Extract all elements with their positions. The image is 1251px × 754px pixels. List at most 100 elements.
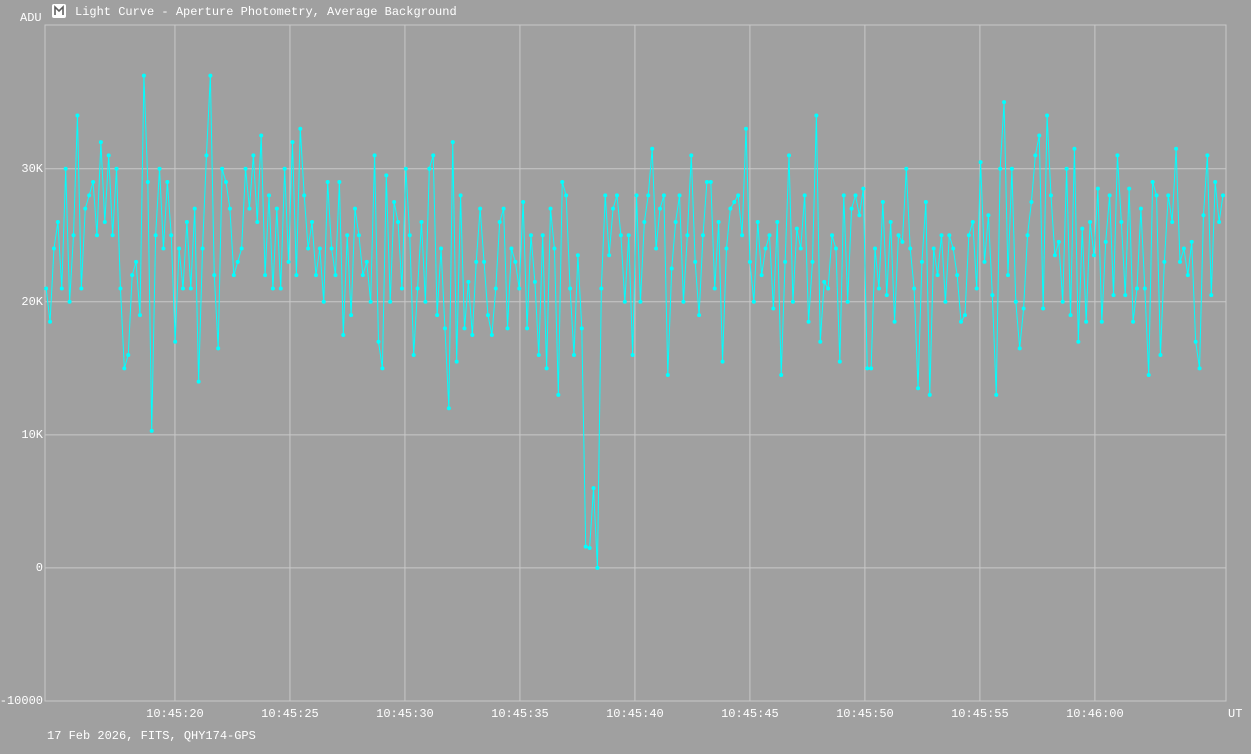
chart-title: Light Curve - Aperture Photometry, Avera… xyxy=(75,5,457,19)
data-point xyxy=(704,180,709,185)
data-point xyxy=(180,286,185,291)
data-point xyxy=(614,193,619,198)
data-point xyxy=(337,180,342,185)
data-point xyxy=(407,233,412,238)
data-point xyxy=(353,206,358,211)
data-point xyxy=(607,253,612,258)
data-point xyxy=(826,286,831,291)
data-point xyxy=(462,326,467,331)
data-point xyxy=(364,259,369,264)
data-point xyxy=(865,366,870,371)
data-point xyxy=(1197,366,1202,371)
data-point xyxy=(1119,219,1124,224)
y-axis-label: ADU xyxy=(20,11,42,25)
data-point xyxy=(779,372,784,377)
data-point xyxy=(900,239,905,244)
data-point xyxy=(83,206,88,211)
data-point xyxy=(87,193,92,198)
data-point xyxy=(935,273,940,278)
data-point xyxy=(1181,246,1186,251)
footer: 17 Feb 2026, FITS, QHY174-GPS xyxy=(47,729,256,743)
data-point xyxy=(1021,306,1026,311)
data-point xyxy=(1091,253,1096,258)
data-point xyxy=(470,333,475,338)
data-point xyxy=(200,246,205,251)
data-point xyxy=(67,299,72,304)
data-point xyxy=(403,166,408,171)
data-point xyxy=(888,219,893,224)
data-point xyxy=(716,219,721,224)
data-point xyxy=(333,273,338,278)
data-point xyxy=(212,273,217,278)
data-point xyxy=(1033,153,1038,158)
data-point xyxy=(356,233,361,238)
data-point xyxy=(341,333,346,338)
data-point xyxy=(630,353,635,358)
data-point xyxy=(661,193,666,198)
data-point xyxy=(751,299,756,304)
data-point xyxy=(720,359,725,364)
data-point xyxy=(857,213,862,218)
data-point xyxy=(1052,253,1057,258)
data-point xyxy=(106,153,111,158)
data-point xyxy=(916,386,921,391)
data-point xyxy=(642,219,647,224)
data-point xyxy=(1068,313,1073,318)
data-point xyxy=(450,140,455,145)
data-point xyxy=(282,166,287,171)
data-point xyxy=(833,246,838,251)
data-point xyxy=(1115,153,1120,158)
data-point xyxy=(325,180,330,185)
data-point xyxy=(423,299,428,304)
x-tick-label: 10:45:45 xyxy=(721,707,779,721)
data-point xyxy=(231,273,236,278)
data-point xyxy=(1045,113,1050,118)
data-point xyxy=(1205,153,1210,158)
data-point xyxy=(75,113,80,118)
data-point xyxy=(873,246,878,251)
data-point xyxy=(259,133,264,138)
data-point xyxy=(521,199,526,204)
data-point xyxy=(861,186,866,191)
data-point xyxy=(763,246,768,251)
data-point xyxy=(845,299,850,304)
data-point xyxy=(736,193,741,198)
x-axis-label: UT xyxy=(1228,707,1242,721)
data-point xyxy=(310,219,315,224)
data-point xyxy=(482,259,487,264)
data-point xyxy=(1123,293,1128,298)
data-point xyxy=(1185,273,1190,278)
data-point xyxy=(536,353,541,358)
y-tick-label: 30K xyxy=(21,162,43,176)
data-point xyxy=(927,392,932,397)
data-point xyxy=(528,233,533,238)
data-point xyxy=(673,219,678,224)
data-point xyxy=(532,279,537,284)
data-point xyxy=(474,259,479,264)
data-point xyxy=(1017,346,1022,351)
data-point xyxy=(767,233,772,238)
data-point xyxy=(59,286,64,291)
data-point xyxy=(830,233,835,238)
data-point xyxy=(130,273,135,278)
x-tick-label: 10:45:50 xyxy=(836,707,894,721)
data-point xyxy=(298,126,303,131)
data-point xyxy=(102,219,107,224)
data-point xyxy=(657,206,662,211)
data-point xyxy=(966,233,971,238)
data-point xyxy=(693,259,698,264)
data-point xyxy=(560,180,565,185)
data-point xyxy=(1099,319,1104,324)
data-point xyxy=(1162,259,1167,264)
data-point xyxy=(575,253,580,258)
data-point xyxy=(1025,233,1030,238)
data-point xyxy=(509,246,514,251)
data-point xyxy=(665,372,670,377)
data-point xyxy=(48,319,53,324)
data-point xyxy=(595,565,600,570)
data-point xyxy=(732,199,737,204)
data-point xyxy=(841,193,846,198)
data-point xyxy=(306,246,311,251)
data-point xyxy=(216,346,221,351)
data-point xyxy=(1170,219,1175,224)
